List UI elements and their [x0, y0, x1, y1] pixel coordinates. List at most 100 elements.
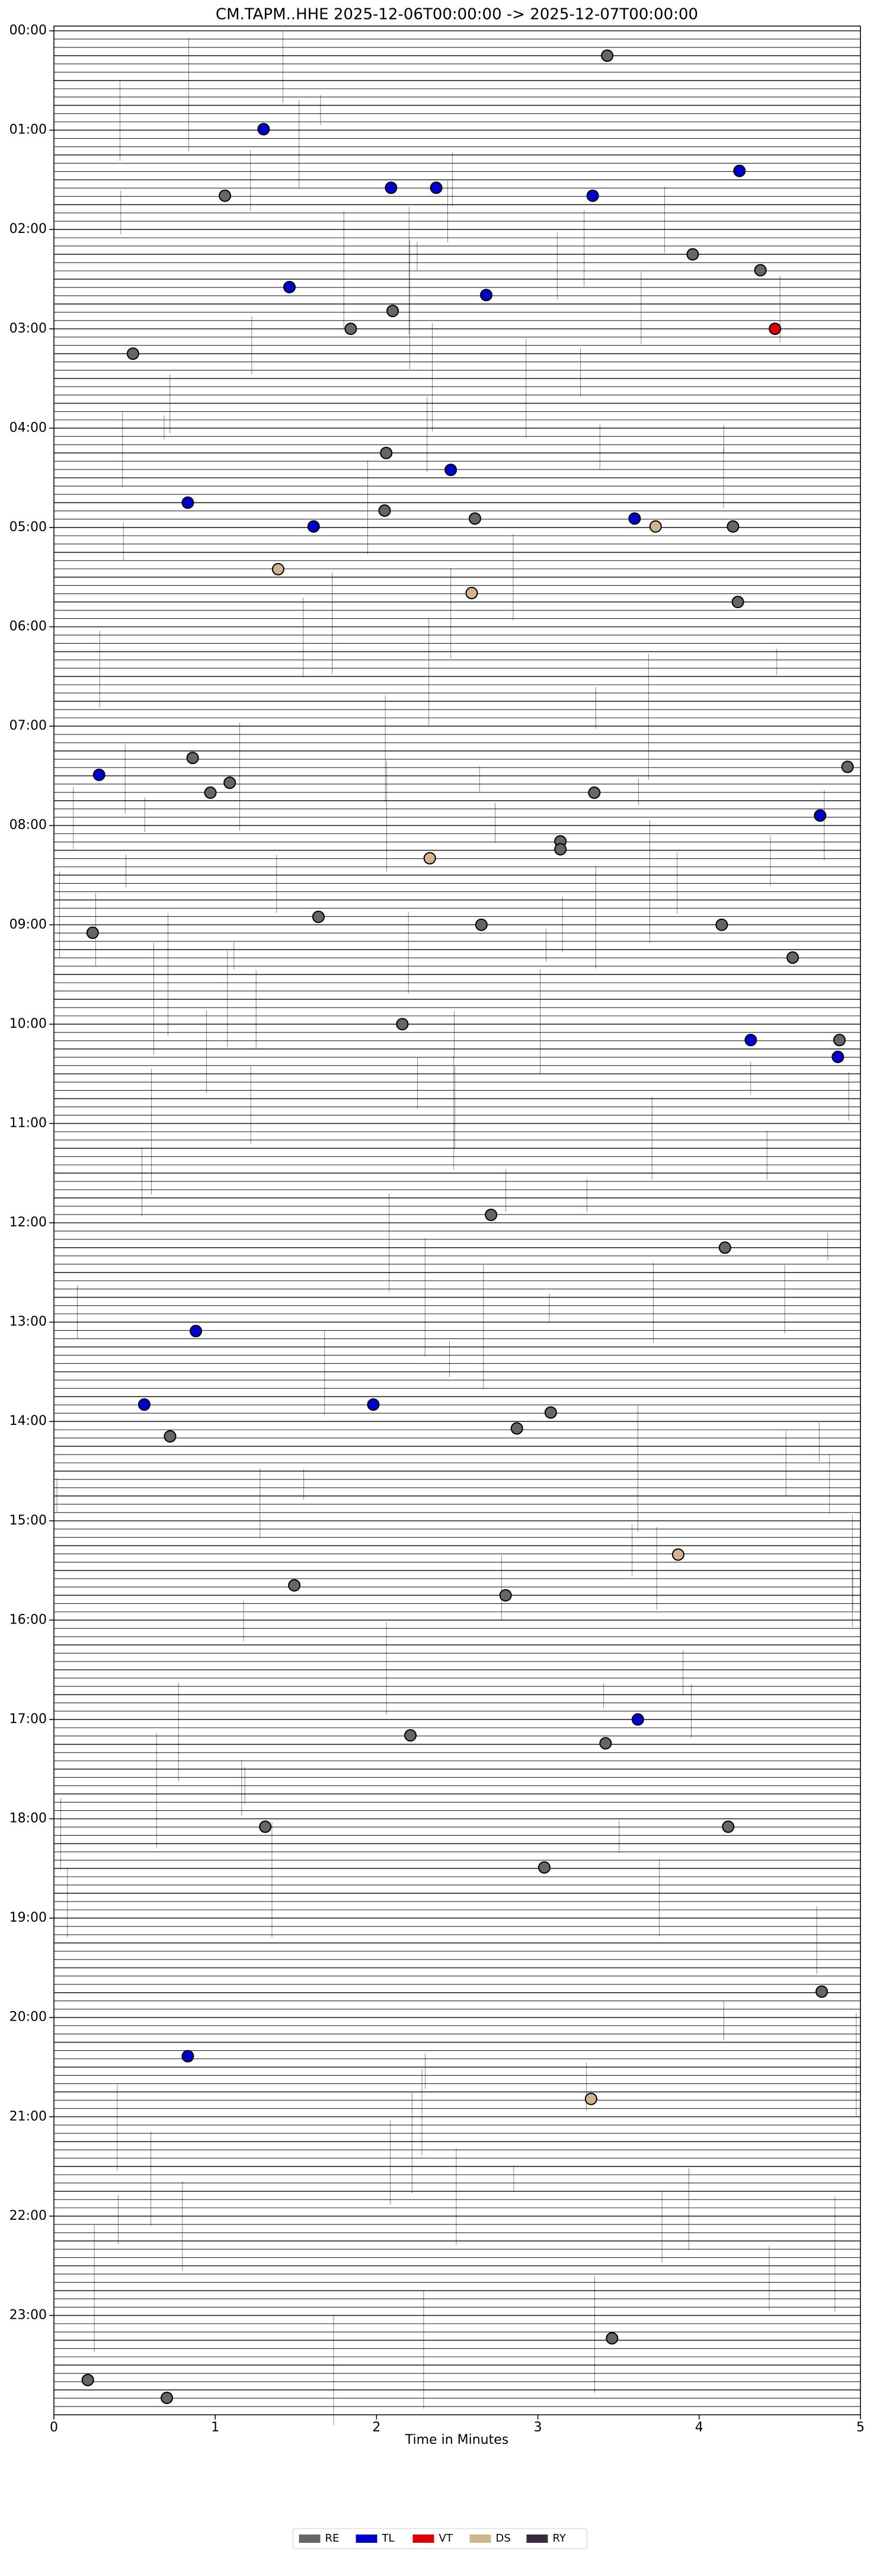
event-marker	[606, 2332, 619, 2345]
event-marker	[601, 49, 614, 62]
y-tick-label: 04:00	[9, 420, 47, 435]
y-tick-label: 13:00	[9, 1315, 47, 1329]
event-marker	[219, 189, 232, 202]
event-marker	[744, 1034, 757, 1047]
y-tick-label: 22:00	[9, 2209, 47, 2223]
event-marker	[161, 2392, 174, 2405]
plot-frame	[53, 25, 861, 2415]
event-marker	[164, 1430, 177, 1443]
trace-rows	[53, 30, 860, 2425]
event-marker	[722, 1820, 735, 1833]
event-marker	[386, 305, 399, 318]
event-marker	[344, 322, 357, 335]
event-marker	[92, 768, 105, 781]
event-marker	[468, 512, 481, 525]
event-marker	[126, 347, 139, 360]
x-tick-label: 5	[856, 2420, 865, 2435]
y-tick-label: 21:00	[9, 2109, 47, 2124]
event-marker	[423, 852, 436, 865]
event-marker	[485, 1209, 498, 1222]
event-marker	[686, 248, 699, 261]
event-marker	[544, 1406, 557, 1419]
event-marker	[588, 786, 601, 799]
event-marker	[378, 504, 391, 517]
event-marker	[475, 918, 488, 931]
x-tick-label: 3	[534, 2420, 542, 2435]
y-tick-label: 01:00	[9, 123, 47, 138]
event-marker	[271, 562, 284, 576]
y-tick-label: 07:00	[9, 718, 47, 733]
x-tick-label: 0	[50, 2420, 58, 2435]
legend-label: RE	[325, 2532, 340, 2545]
event-marker	[586, 189, 599, 202]
y-tick-label: 23:00	[9, 2307, 47, 2322]
event-marker	[718, 1241, 731, 1254]
y-tick-label: 15:00	[9, 1513, 47, 1528]
event-marker	[769, 322, 782, 335]
event-marker	[715, 918, 728, 931]
y-tick-label: 02:00	[9, 222, 47, 236]
y-tick-label: 00:00	[9, 23, 47, 38]
event-marker	[831, 1050, 844, 1063]
x-tick-label: 2	[372, 2420, 380, 2435]
event-marker	[479, 289, 492, 302]
event-marker	[259, 1820, 272, 1833]
event-marker	[288, 1579, 301, 1592]
y-tick-label: 18:00	[9, 1811, 47, 1826]
legend-label: RY	[553, 2532, 567, 2545]
event-marker	[137, 1398, 151, 1411]
event-marker	[190, 1325, 203, 1338]
y-tick-label: 05:00	[9, 520, 47, 535]
event-marker	[444, 464, 457, 477]
event-marker	[312, 910, 325, 923]
legend-swatch	[299, 2535, 321, 2543]
y-tick-label: 03:00	[9, 321, 47, 336]
chart-title: CM.TAPM..HHE 2025-12-06T00:00:00 -> 2025…	[216, 6, 698, 24]
legend-swatch	[356, 2535, 377, 2543]
event-marker	[731, 596, 744, 609]
event-marker	[841, 760, 854, 774]
event-marker	[404, 1729, 417, 1742]
event-marker	[499, 1589, 512, 1602]
x-tick-label: 4	[695, 2420, 703, 2435]
event-marker	[649, 520, 662, 533]
legend-swatch	[412, 2535, 434, 2543]
legend-label: VT	[439, 2532, 453, 2545]
event-marker	[430, 181, 443, 194]
y-tick-label: 10:00	[9, 1017, 47, 1031]
legend-label: TL	[382, 2532, 395, 2545]
event-marker	[631, 1713, 644, 1726]
event-marker	[307, 520, 320, 533]
legend-swatch	[526, 2535, 548, 2543]
legend-box	[293, 2528, 587, 2549]
legend-swatch	[469, 2535, 491, 2543]
y-tick-label: 19:00	[9, 1910, 47, 1925]
x-tick-label: 1	[211, 2420, 219, 2435]
y-tick-label: 11:00	[9, 1116, 47, 1130]
event-marker	[815, 1985, 828, 1998]
event-marker	[181, 2050, 194, 2063]
event-marker	[396, 1018, 409, 1031]
event-marker	[510, 1422, 523, 1435]
y-tick-label: 09:00	[9, 917, 47, 932]
y-tick-label: 20:00	[9, 2010, 47, 2025]
y-tick-label: 08:00	[9, 818, 47, 833]
event-marker	[86, 926, 99, 939]
y-tick-label: 12:00	[9, 1215, 47, 1230]
event-marker	[671, 1548, 684, 1561]
event-marker	[257, 123, 270, 136]
y-tick-label: 06:00	[9, 619, 47, 634]
event-marker	[754, 264, 767, 277]
event-marker	[537, 1861, 551, 1874]
event-marker	[465, 587, 478, 600]
event-marker	[733, 164, 746, 177]
event-marker	[727, 520, 740, 533]
event-marker	[81, 2373, 94, 2386]
y-tick-label: 16:00	[9, 1612, 47, 1627]
event-marker	[367, 1398, 380, 1411]
event-marker	[584, 2092, 597, 2105]
event-marker	[181, 496, 194, 509]
event-marker	[786, 951, 799, 964]
event-marker	[380, 446, 393, 459]
